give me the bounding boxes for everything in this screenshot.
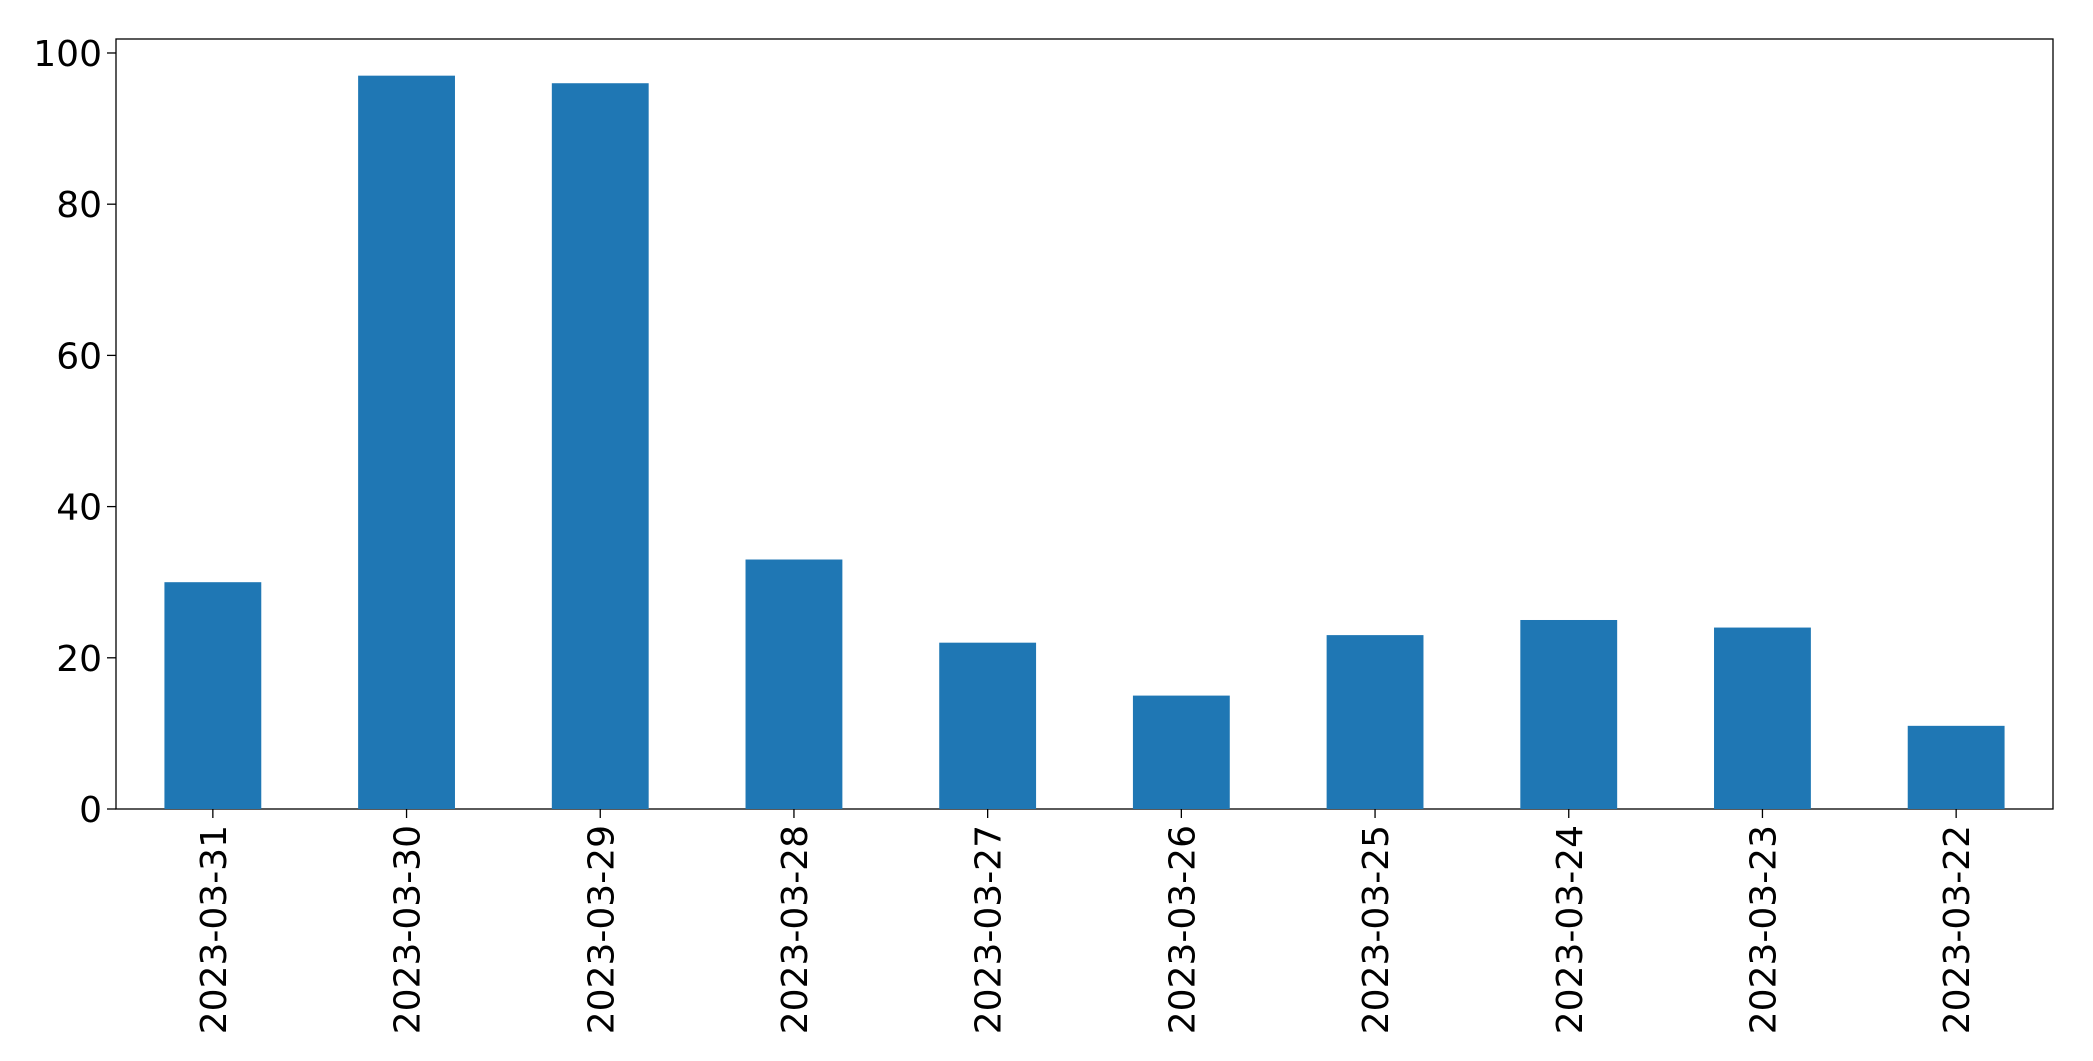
x-tick-label: 2023-03-29 (581, 825, 622, 1034)
x-tick-label: 2023-03-22 (1937, 825, 1978, 1034)
x-tick-label: 2023-03-26 (1162, 825, 1203, 1034)
y-tick-label: 0 (79, 790, 102, 831)
bar (164, 582, 262, 809)
y-tick-label: 100 (33, 34, 102, 75)
x-tick-label: 2023-03-31 (194, 825, 235, 1034)
x-tick-label: 2023-03-23 (1743, 825, 1784, 1034)
x-tick-label: 2023-03-30 (388, 825, 429, 1034)
y-tick-label: 40 (56, 488, 102, 529)
x-tick-label: 2023-03-28 (775, 825, 816, 1034)
bar (1326, 635, 1424, 809)
bar (1907, 725, 2005, 809)
bar (745, 559, 843, 809)
bar (1520, 619, 1618, 809)
y-tick-label: 20 (56, 639, 102, 680)
bar (1714, 627, 1811, 809)
x-tick-label: 2023-03-24 (1550, 825, 1591, 1034)
bar (551, 83, 649, 809)
x-tick-label: 2023-03-25 (1356, 825, 1397, 1034)
y-tick-label: 80 (56, 185, 102, 226)
bar (358, 75, 455, 809)
bar (939, 642, 1037, 809)
x-tick-label: 2023-03-27 (969, 825, 1010, 1034)
plot-frame (115, 38, 2054, 810)
bar (1132, 695, 1230, 809)
y-tick-label: 60 (56, 336, 102, 377)
